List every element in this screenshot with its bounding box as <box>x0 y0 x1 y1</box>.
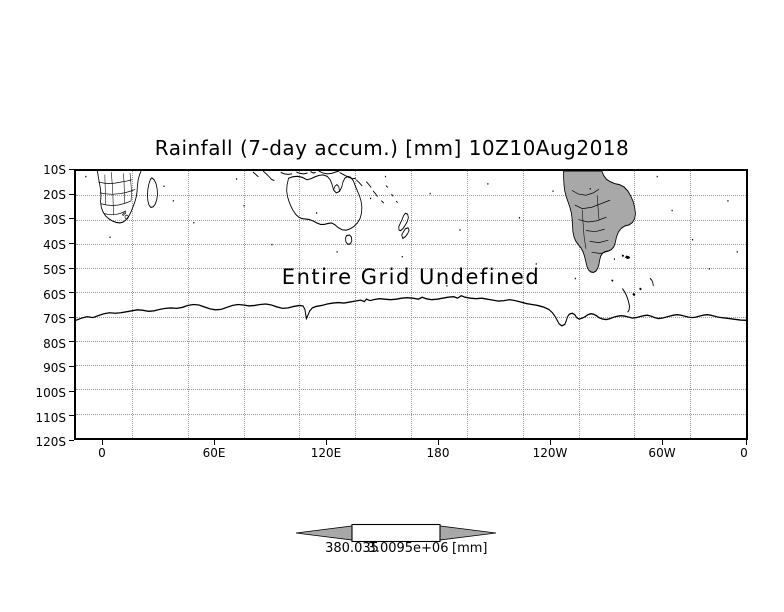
x-tick-mark <box>550 440 551 445</box>
x-tick-label: 60E <box>202 446 226 460</box>
y-tick-label: 100S <box>35 386 66 400</box>
y-tick-label: 20S <box>43 188 66 202</box>
y-tick-mark <box>69 341 74 342</box>
y-tick-mark <box>69 440 74 441</box>
colorbar-center-band <box>351 523 441 543</box>
colorbar <box>296 518 496 548</box>
y-tick-mark <box>69 243 74 244</box>
y-tick-label: 110S <box>35 411 66 425</box>
y-tick-label: 80S <box>43 337 66 351</box>
x-tick-mark <box>662 440 663 445</box>
y-tick-label: 120S <box>35 435 66 449</box>
madagascar-coastline <box>147 177 158 208</box>
y-tick-label: 40S <box>43 238 66 252</box>
australia-coastline <box>286 174 363 245</box>
y-tick-mark <box>69 268 74 269</box>
y-tick-mark <box>69 292 74 293</box>
y-tick-label: 90S <box>43 361 66 375</box>
y-tick-mark <box>69 194 74 195</box>
x-tick-mark <box>102 440 103 445</box>
colorbar-graphic <box>296 523 496 543</box>
x-tick-label: 120E <box>310 446 342 460</box>
x-tick-label: 180 <box>426 446 450 460</box>
x-tick-mark <box>438 440 439 445</box>
map-speckle <box>85 175 738 287</box>
y-tick-mark <box>69 366 74 367</box>
colorbar-tick-label: 380.035 <box>325 541 379 556</box>
x-tick-label: 60W <box>648 446 676 460</box>
y-tick-label: 60S <box>43 288 66 302</box>
antarctica-coastline <box>76 277 746 327</box>
x-tick-label: 120W <box>532 446 568 460</box>
y-tick-mark <box>69 169 74 170</box>
y-tick-label: 30S <box>43 213 66 227</box>
x-tick-mark <box>326 440 327 445</box>
africa-borders <box>98 172 136 220</box>
south-america-landmass <box>563 171 636 274</box>
colorbar-high-arrow <box>439 525 496 541</box>
y-tick-label: 10S <box>43 163 66 177</box>
x-tick-mark <box>746 440 747 445</box>
indonesia-coastline <box>252 171 398 204</box>
x-tick-label: 0 <box>98 446 106 460</box>
undefined-grid-message: Entire Grid Undefined <box>281 265 541 289</box>
coastline-map <box>76 171 746 327</box>
y-tick-label: 70S <box>43 312 66 326</box>
x-tick-mark <box>214 440 215 445</box>
x-tick-label: 0 <box>740 446 748 460</box>
map-plot-area: Entire Grid Undefined <box>74 169 748 440</box>
y-tick-label: 50S <box>43 263 66 277</box>
africa-coastline <box>96 171 142 224</box>
colorbar-units-label: [mm] <box>452 541 488 556</box>
y-tick-mark <box>69 317 74 318</box>
colorbar-low-arrow <box>296 525 353 541</box>
y-tick-mark <box>69 415 74 416</box>
y-tick-mark <box>69 218 74 219</box>
y-tick-mark <box>69 391 74 392</box>
page-title: Rainfall (7-day accum.) [mm] 10Z10Aug201… <box>154 136 630 160</box>
new-zealand-coastline <box>398 212 410 240</box>
colorbar-tick-label: 3.0095e+06 <box>367 541 449 556</box>
